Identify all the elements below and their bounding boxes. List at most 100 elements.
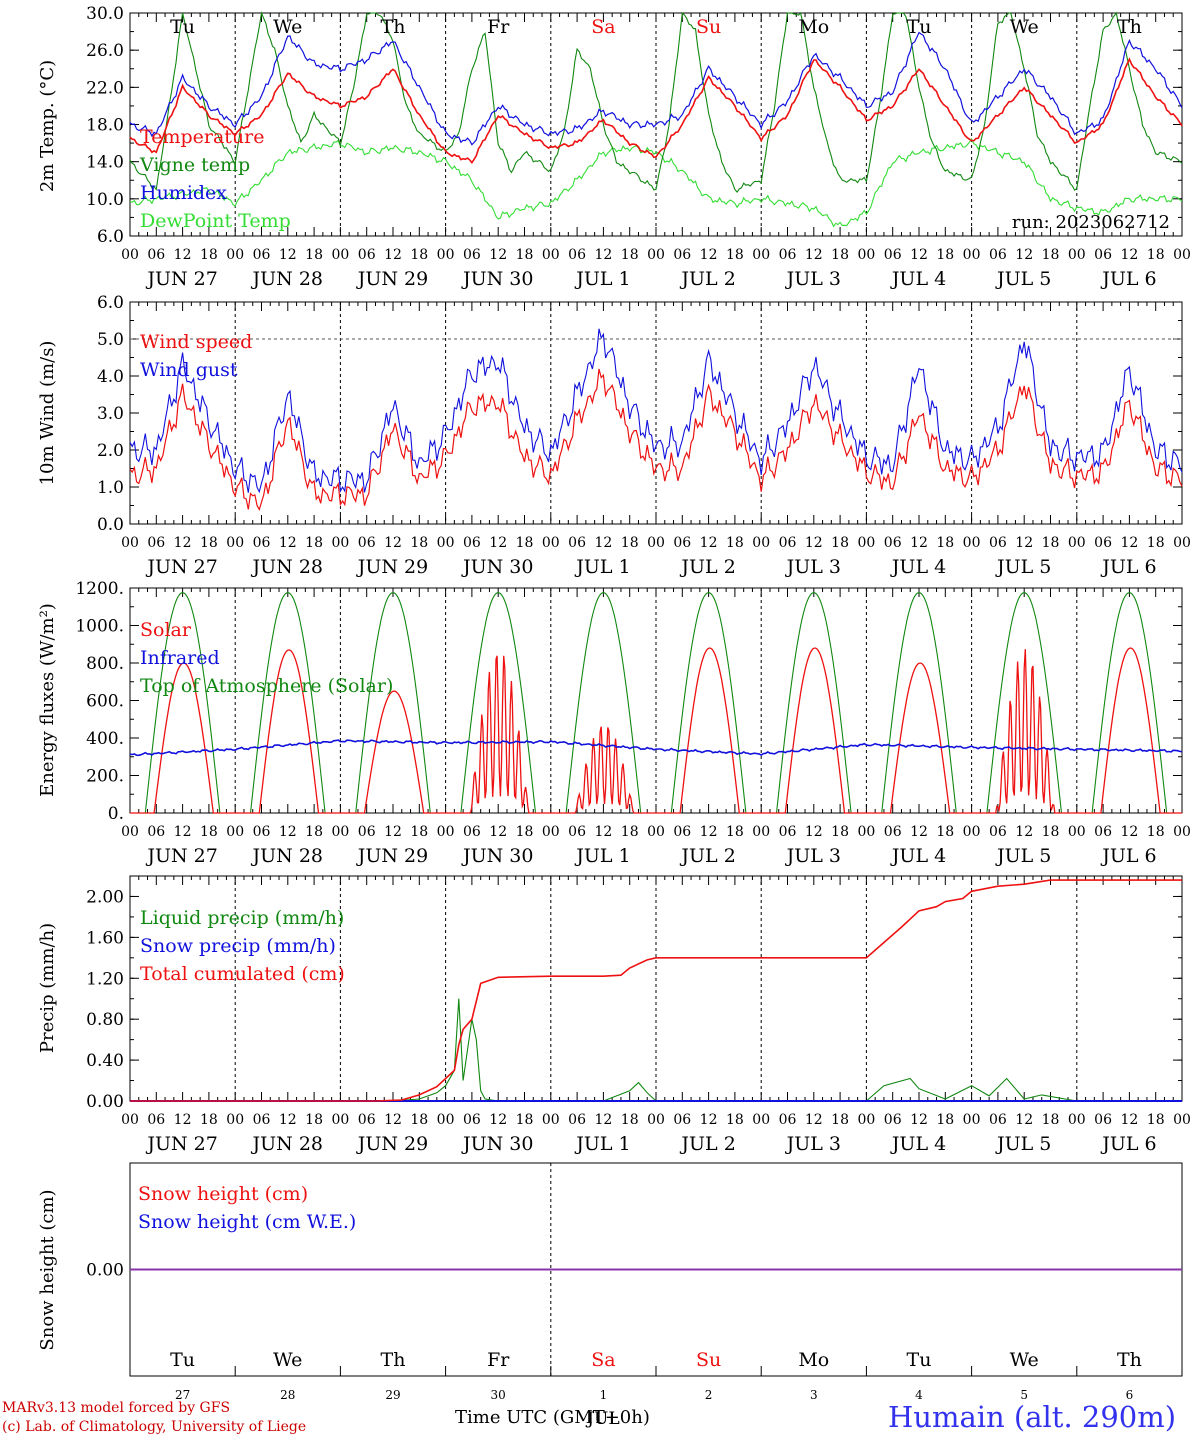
hour-label: 06 <box>358 824 376 840</box>
hour-label: 00 <box>542 535 560 551</box>
hour-label: 12 <box>594 1112 612 1128</box>
hour-label: 06 <box>673 824 691 840</box>
hour-label: 12 <box>279 535 297 551</box>
hour-label: 18 <box>516 824 534 840</box>
hour-label: 18 <box>200 247 218 263</box>
weekday-label: Su <box>696 16 721 38</box>
date-label: JUN 28 <box>251 556 323 578</box>
hour-label: 06 <box>147 535 165 551</box>
y-axis-label: 10m Wind (m/s) <box>37 341 58 486</box>
hour-label: 18 <box>410 824 428 840</box>
hour-label: 12 <box>384 535 402 551</box>
hour-label: 00 <box>121 1112 139 1128</box>
wind-speed-line <box>129 368 1183 512</box>
day-number-label: 27 <box>175 1388 190 1402</box>
hour-label: 18 <box>1147 1112 1165 1128</box>
legend-label: Top of Atmosphere (Solar) <box>140 675 393 697</box>
hour-label: 06 <box>1094 824 1112 840</box>
hour-label: 00 <box>437 247 455 263</box>
hour-label: 00 <box>647 1112 665 1128</box>
y-tick-label: 0.40 <box>86 1051 124 1071</box>
hour-label: 12 <box>594 535 612 551</box>
hour-label: 00 <box>437 535 455 551</box>
weekday-label: We <box>273 16 302 38</box>
hour-label: 18 <box>410 1112 428 1128</box>
hour-label: 00 <box>857 535 875 551</box>
hour-label: 00 <box>437 824 455 840</box>
hour-label: 06 <box>147 247 165 263</box>
hour-label: 00 <box>1068 247 1086 263</box>
legend-label: Total cumulated (cm) <box>140 963 345 985</box>
hour-label: 00 <box>647 247 665 263</box>
date-label: JUL 1 <box>574 845 630 867</box>
y-tick-label: 0.00 <box>86 1261 124 1281</box>
date-label: JUN 30 <box>461 845 533 867</box>
hour-label: 06 <box>779 824 797 840</box>
hour-label: 00 <box>1173 1112 1191 1128</box>
hour-label: 12 <box>489 824 507 840</box>
date-label: JUL 3 <box>785 1133 841 1155</box>
hour-label: 12 <box>489 1112 507 1128</box>
infrared-line <box>129 739 1183 757</box>
hour-label: 18 <box>936 535 954 551</box>
hour-label: 00 <box>857 247 875 263</box>
hour-label: 12 <box>700 824 718 840</box>
hour-label: 12 <box>384 1112 402 1128</box>
hour-label: 12 <box>384 247 402 263</box>
y-tick-label: 1.20 <box>86 969 124 989</box>
hour-label: 06 <box>463 824 481 840</box>
hour-label: 18 <box>305 1112 323 1128</box>
hour-label: 06 <box>463 535 481 551</box>
day-number-label: 30 <box>491 1388 506 1402</box>
hour-label: 06 <box>147 1112 165 1128</box>
legend-label: Snow height (cm W.E.) <box>138 1211 356 1233</box>
weekday-label: Tu <box>170 1349 195 1371</box>
hour-label: 12 <box>700 535 718 551</box>
hour-label: 06 <box>568 535 586 551</box>
hour-label: 00 <box>752 824 770 840</box>
hour-label: 06 <box>1094 1112 1112 1128</box>
date-label: JUL 6 <box>1100 1133 1156 1155</box>
hour-label: 00 <box>226 247 244 263</box>
hour-label: 18 <box>936 824 954 840</box>
day-number-label: 28 <box>280 1388 295 1402</box>
hour-label: 00 <box>1173 247 1191 263</box>
hour-label: 18 <box>1147 535 1165 551</box>
hour-label: 12 <box>1120 247 1138 263</box>
hour-label: 06 <box>253 1112 271 1128</box>
x-axis-title: Time UTC (GMT+0h) <box>455 1407 650 1428</box>
date-label: JUL 1 <box>574 1133 630 1155</box>
hour-label: 12 <box>805 247 823 263</box>
hour-label: 06 <box>147 824 165 840</box>
date-label: JUL 5 <box>995 268 1051 290</box>
hour-label: 12 <box>910 535 928 551</box>
day-number-label: 1 <box>600 1388 608 1402</box>
weekday-label: Su <box>696 1349 721 1371</box>
hour-label: 00 <box>1068 535 1086 551</box>
hour-label: 12 <box>174 535 192 551</box>
wind-gust-line <box>129 328 1183 494</box>
hour-label: 00 <box>752 535 770 551</box>
date-label: JUL 5 <box>995 556 1051 578</box>
hour-label: 06 <box>568 1112 586 1128</box>
y-tick-label: 1000. <box>75 617 124 637</box>
hour-label: 00 <box>1173 535 1191 551</box>
hour-label: 12 <box>805 535 823 551</box>
hour-label: 00 <box>226 1112 244 1128</box>
date-label: JUL 4 <box>890 1133 946 1155</box>
hour-label: 18 <box>305 824 323 840</box>
hour-label: 12 <box>174 247 192 263</box>
hour-label: 18 <box>410 247 428 263</box>
hour-label: 06 <box>358 247 376 263</box>
hour-label: 06 <box>989 824 1007 840</box>
hour-label: 06 <box>253 535 271 551</box>
hour-label: 18 <box>516 247 534 263</box>
month-label: JUL <box>585 1409 619 1429</box>
date-label: JUN 29 <box>356 556 428 578</box>
hour-label: 06 <box>253 824 271 840</box>
date-label: JUL 3 <box>785 556 841 578</box>
weekday-label: Sa <box>591 1349 615 1371</box>
hour-label: 12 <box>910 1112 928 1128</box>
hour-label: 00 <box>647 535 665 551</box>
